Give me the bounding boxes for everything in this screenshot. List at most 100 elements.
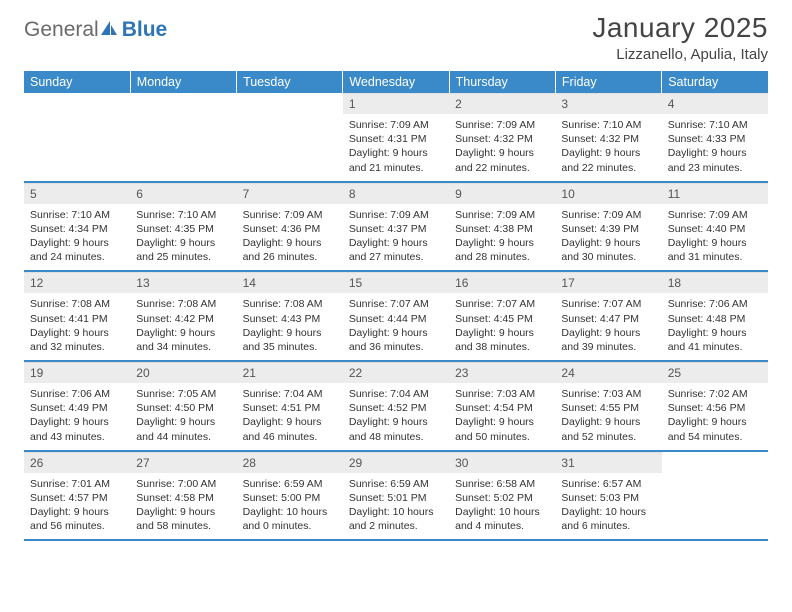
daylight-line1: Daylight: 9 hours bbox=[136, 236, 230, 250]
calendar-cell: 15Sunrise: 7:07 AMSunset: 4:44 PMDayligh… bbox=[343, 271, 449, 361]
day-info: Sunrise: 7:04 AMSunset: 4:51 PMDaylight:… bbox=[237, 383, 343, 450]
sunset-text: Sunset: 4:48 PM bbox=[668, 312, 762, 326]
calendar-table: SundayMondayTuesdayWednesdayThursdayFrid… bbox=[24, 71, 768, 541]
day-number: 8 bbox=[343, 183, 449, 204]
day-number: 15 bbox=[343, 272, 449, 293]
sunrise-text: Sunrise: 7:06 AM bbox=[30, 387, 124, 401]
weekday-header: Wednesday bbox=[343, 71, 449, 93]
sunset-text: Sunset: 4:50 PM bbox=[136, 401, 230, 415]
daylight-line2: and 23 minutes. bbox=[668, 161, 762, 175]
sunset-text: Sunset: 4:42 PM bbox=[136, 312, 230, 326]
daylight-line1: Daylight: 9 hours bbox=[349, 236, 443, 250]
title-block: January 2025 Lizzanello, Apulia, Italy bbox=[592, 12, 768, 63]
daylight-line2: and 50 minutes. bbox=[455, 430, 549, 444]
day-info: Sunrise: 7:07 AMSunset: 4:45 PMDaylight:… bbox=[449, 293, 555, 360]
daylight-line2: and 41 minutes. bbox=[668, 340, 762, 354]
calendar-cell: 8Sunrise: 7:09 AMSunset: 4:37 PMDaylight… bbox=[343, 182, 449, 272]
daylight-line1: Daylight: 10 hours bbox=[455, 505, 549, 519]
daylight-line1: Daylight: 10 hours bbox=[561, 505, 655, 519]
day-info: Sunrise: 7:07 AMSunset: 4:47 PMDaylight:… bbox=[555, 293, 661, 360]
day-info: Sunrise: 7:02 AMSunset: 4:56 PMDaylight:… bbox=[662, 383, 768, 450]
calendar-cell: 27Sunrise: 7:00 AMSunset: 4:58 PMDayligh… bbox=[130, 451, 236, 541]
daylight-line2: and 38 minutes. bbox=[455, 340, 549, 354]
day-number: 11 bbox=[662, 183, 768, 204]
day-number: 5 bbox=[24, 183, 130, 204]
day-number: 16 bbox=[449, 272, 555, 293]
day-info: Sunrise: 6:59 AMSunset: 5:00 PMDaylight:… bbox=[237, 473, 343, 540]
calendar-cell: 12Sunrise: 7:08 AMSunset: 4:41 PMDayligh… bbox=[24, 271, 130, 361]
day-number: 24 bbox=[555, 362, 661, 383]
logo-text-general: General bbox=[24, 18, 99, 42]
day-number: 30 bbox=[449, 452, 555, 473]
day-number: 21 bbox=[237, 362, 343, 383]
day-number: 25 bbox=[662, 362, 768, 383]
sunset-text: Sunset: 4:32 PM bbox=[455, 132, 549, 146]
day-number: 13 bbox=[130, 272, 236, 293]
daylight-line1: Daylight: 9 hours bbox=[349, 146, 443, 160]
calendar-cell: 22Sunrise: 7:04 AMSunset: 4:52 PMDayligh… bbox=[343, 361, 449, 451]
sunrise-text: Sunrise: 7:07 AM bbox=[561, 297, 655, 311]
weekday-header: Monday bbox=[130, 71, 236, 93]
sunrise-text: Sunrise: 7:07 AM bbox=[349, 297, 443, 311]
day-number: 28 bbox=[237, 452, 343, 473]
calendar-week-row: 19Sunrise: 7:06 AMSunset: 4:49 PMDayligh… bbox=[24, 361, 768, 451]
logo-text-blue: Blue bbox=[122, 18, 168, 42]
daylight-line2: and 26 minutes. bbox=[243, 250, 337, 264]
sunset-text: Sunset: 4:39 PM bbox=[561, 222, 655, 236]
daylight-line1: Daylight: 9 hours bbox=[455, 415, 549, 429]
day-number: 18 bbox=[662, 272, 768, 293]
day-info: Sunrise: 7:10 AMSunset: 4:33 PMDaylight:… bbox=[662, 114, 768, 181]
day-number: 9 bbox=[449, 183, 555, 204]
sunset-text: Sunset: 4:47 PM bbox=[561, 312, 655, 326]
daylight-line1: Daylight: 9 hours bbox=[136, 505, 230, 519]
day-number: 3 bbox=[555, 93, 661, 114]
calendar-cell: 17Sunrise: 7:07 AMSunset: 4:47 PMDayligh… bbox=[555, 271, 661, 361]
sunset-text: Sunset: 4:33 PM bbox=[668, 132, 762, 146]
daylight-line2: and 0 minutes. bbox=[243, 519, 337, 533]
sunrise-text: Sunrise: 7:03 AM bbox=[561, 387, 655, 401]
daylight-line2: and 35 minutes. bbox=[243, 340, 337, 354]
daylight-line1: Daylight: 9 hours bbox=[30, 415, 124, 429]
sunset-text: Sunset: 4:34 PM bbox=[30, 222, 124, 236]
calendar-cell: 20Sunrise: 7:05 AMSunset: 4:50 PMDayligh… bbox=[130, 361, 236, 451]
sunset-text: Sunset: 5:00 PM bbox=[243, 491, 337, 505]
calendar-cell: 9Sunrise: 7:09 AMSunset: 4:38 PMDaylight… bbox=[449, 182, 555, 272]
daylight-line2: and 44 minutes. bbox=[136, 430, 230, 444]
calendar-cell: 11Sunrise: 7:09 AMSunset: 4:40 PMDayligh… bbox=[662, 182, 768, 272]
sunrise-text: Sunrise: 7:07 AM bbox=[455, 297, 549, 311]
day-info: Sunrise: 7:03 AMSunset: 4:55 PMDaylight:… bbox=[555, 383, 661, 450]
daylight-line1: Daylight: 9 hours bbox=[668, 415, 762, 429]
logo: General Blue bbox=[24, 12, 167, 42]
daylight-line1: Daylight: 9 hours bbox=[668, 326, 762, 340]
calendar-cell: 5Sunrise: 7:10 AMSunset: 4:34 PMDaylight… bbox=[24, 182, 130, 272]
weekday-header: Tuesday bbox=[237, 71, 343, 93]
calendar-cell: 4Sunrise: 7:10 AMSunset: 4:33 PMDaylight… bbox=[662, 93, 768, 182]
daylight-line2: and 36 minutes. bbox=[349, 340, 443, 354]
sunset-text: Sunset: 4:38 PM bbox=[455, 222, 549, 236]
calendar-cell: 31Sunrise: 6:57 AMSunset: 5:03 PMDayligh… bbox=[555, 451, 661, 541]
sunset-text: Sunset: 4:37 PM bbox=[349, 222, 443, 236]
sunset-text: Sunset: 4:55 PM bbox=[561, 401, 655, 415]
sunrise-text: Sunrise: 7:10 AM bbox=[30, 208, 124, 222]
day-info: Sunrise: 7:10 AMSunset: 4:35 PMDaylight:… bbox=[130, 204, 236, 271]
daylight-line1: Daylight: 9 hours bbox=[136, 415, 230, 429]
day-info: Sunrise: 7:07 AMSunset: 4:44 PMDaylight:… bbox=[343, 293, 449, 360]
weekday-header: Friday bbox=[555, 71, 661, 93]
sunrise-text: Sunrise: 7:03 AM bbox=[455, 387, 549, 401]
sunset-text: Sunset: 4:49 PM bbox=[30, 401, 124, 415]
daylight-line1: Daylight: 9 hours bbox=[349, 415, 443, 429]
sunset-text: Sunset: 4:52 PM bbox=[349, 401, 443, 415]
daylight-line1: Daylight: 9 hours bbox=[30, 505, 124, 519]
day-info: Sunrise: 7:05 AMSunset: 4:50 PMDaylight:… bbox=[130, 383, 236, 450]
sunset-text: Sunset: 5:03 PM bbox=[561, 491, 655, 505]
day-number: 26 bbox=[24, 452, 130, 473]
sunrise-text: Sunrise: 6:59 AM bbox=[349, 477, 443, 491]
sunset-text: Sunset: 4:57 PM bbox=[30, 491, 124, 505]
sunrise-text: Sunrise: 7:08 AM bbox=[136, 297, 230, 311]
calendar-cell: 29Sunrise: 6:59 AMSunset: 5:01 PMDayligh… bbox=[343, 451, 449, 541]
sunrise-text: Sunrise: 7:09 AM bbox=[561, 208, 655, 222]
sunset-text: Sunset: 4:54 PM bbox=[455, 401, 549, 415]
daylight-line1: Daylight: 9 hours bbox=[455, 236, 549, 250]
daylight-line1: Daylight: 9 hours bbox=[668, 236, 762, 250]
daylight-line1: Daylight: 9 hours bbox=[243, 236, 337, 250]
